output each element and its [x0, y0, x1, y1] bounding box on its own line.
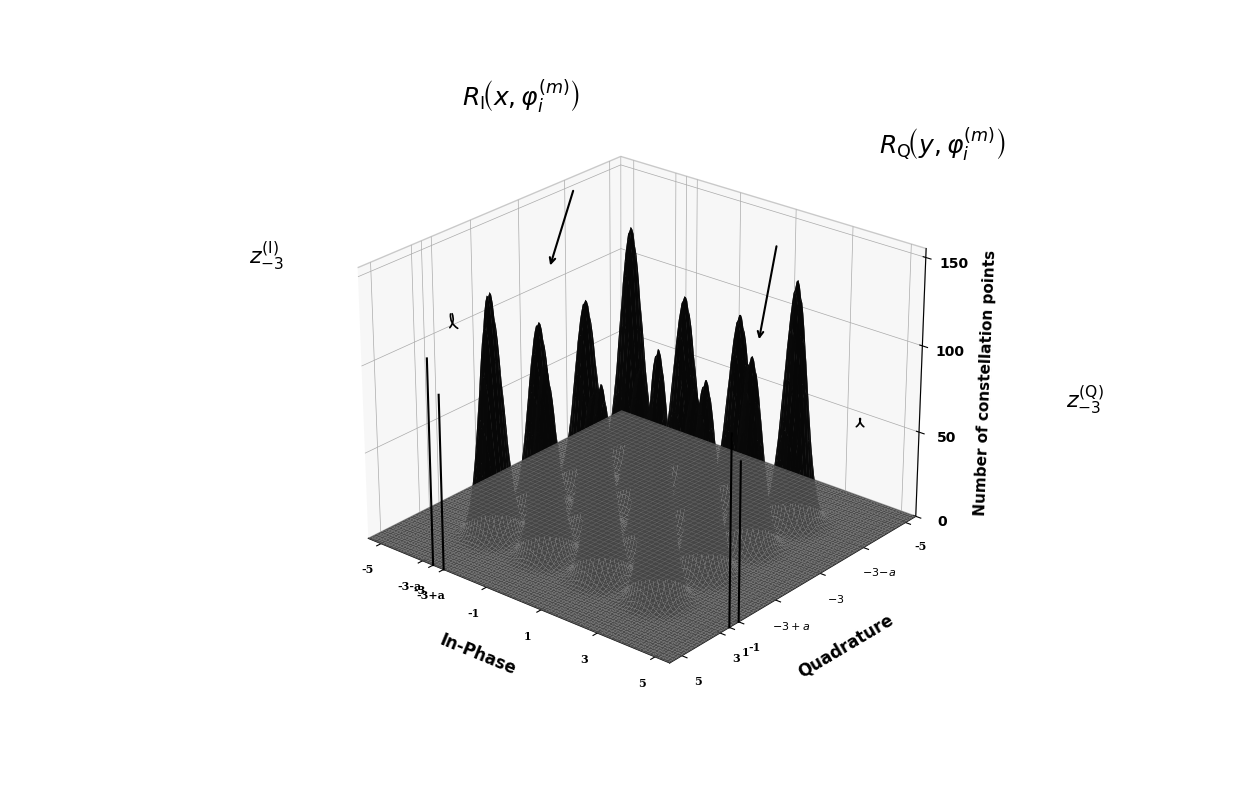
Text: $z_{-3}^{\rm (Q)}$: $z_{-3}^{\rm (Q)}$ — [1066, 383, 1104, 416]
X-axis label: In-Phase: In-Phase — [436, 630, 518, 678]
Text: $z_{-3}^{\rm (I)}$: $z_{-3}^{\rm (I)}$ — [249, 239, 284, 272]
Text: $R_{\rm Q}\!\left(y,\varphi_i^{(m)}\right)$: $R_{\rm Q}\!\left(y,\varphi_i^{(m)}\righ… — [879, 125, 1006, 163]
Y-axis label: Quadrature: Quadrature — [795, 610, 897, 681]
Text: $R_{\rm I}\!\left(x,\varphi_i^{(m)}\right)$: $R_{\rm I}\!\left(x,\varphi_i^{(m)}\righ… — [461, 77, 580, 115]
